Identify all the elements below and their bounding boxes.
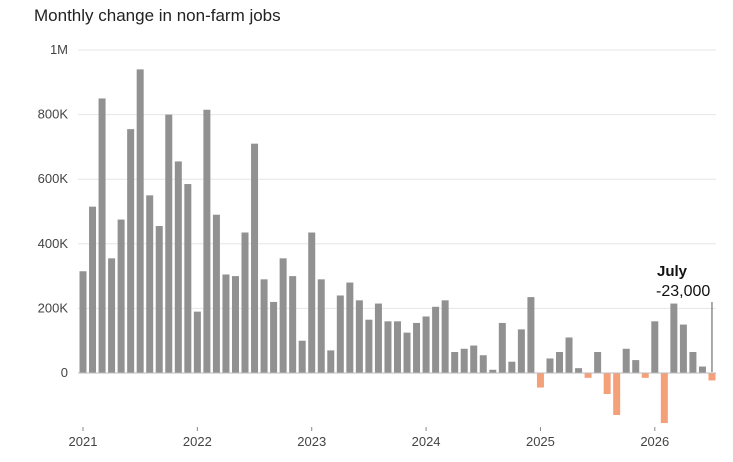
annotation-value: -23,000 [656,283,710,300]
bar [336,295,344,373]
bar [460,348,468,373]
bar [603,373,611,394]
y-tick-label: 0 [61,365,68,380]
grid-layer [78,49,716,309]
x-tick-label: 2021 [69,434,98,449]
bar [584,373,592,378]
bar [527,297,535,373]
bar [451,352,459,373]
bar [327,350,335,373]
bar [575,368,583,373]
x-tick-label: 2025 [526,434,555,449]
bar [479,355,487,373]
bar [622,348,630,373]
bar [489,369,497,373]
bar [613,373,621,415]
bar [127,129,135,373]
bar [146,195,154,373]
bar [689,352,697,373]
bar [346,282,354,373]
bar [632,360,640,373]
bar [98,98,106,373]
bar [203,109,211,373]
bar [556,352,563,373]
bar [231,276,239,373]
bar [355,300,363,373]
bar [212,214,220,373]
bar [298,340,306,373]
bar [155,226,163,373]
bar [441,300,449,373]
axis-layer: 0 200K 400K 600K 800K 1M 2021 2022 2023 2024 2025 2… [38,42,716,449]
bar [508,361,516,373]
bar [241,232,249,373]
x-tick-label: 2022 [183,434,212,449]
bar [308,232,316,373]
bar [432,306,440,373]
annotation-label: July [657,263,688,280]
y-tick-label: 400K [38,236,69,251]
bar [365,319,373,373]
y-tick-label: 800K [38,107,69,122]
bar [546,358,554,373]
bar [108,258,116,373]
annotation-layer: July -23,000 [656,263,713,372]
bar [498,322,506,373]
bar [222,274,230,373]
bar [289,276,297,373]
y-tick-label: 200K [38,300,69,315]
bar [184,184,192,373]
x-tick-label: 2024 [412,434,441,449]
bar [403,332,411,373]
bar [413,322,421,373]
bar [679,324,687,373]
bar [270,301,278,373]
bar [698,366,706,373]
bar [594,352,602,373]
bar [174,161,182,373]
bar [136,69,144,373]
y-tick-label: 600K [38,171,69,186]
bar [660,373,668,424]
bar [651,321,659,373]
y-tick-label: 1M [50,42,68,57]
x-tick-label: 2023 [297,434,326,449]
bar [670,303,678,373]
bar [384,321,392,373]
bar [117,219,125,373]
chart-title: Monthly change in non-farm jobs [34,6,281,25]
bar [422,316,430,373]
bar [260,279,268,373]
bar [79,271,87,373]
bar [393,321,401,373]
bar [536,373,544,388]
bar [251,143,259,373]
bar [374,303,382,373]
bar [317,279,325,373]
bar [89,206,97,373]
bar [517,329,525,373]
x-tick-label: 2026 [640,434,669,449]
bar [279,258,287,373]
bar [193,311,201,373]
bar [470,345,478,373]
bar-layer [79,69,716,424]
bar [708,373,716,381]
bar [641,373,649,378]
bar [565,337,573,373]
bar [165,114,173,373]
